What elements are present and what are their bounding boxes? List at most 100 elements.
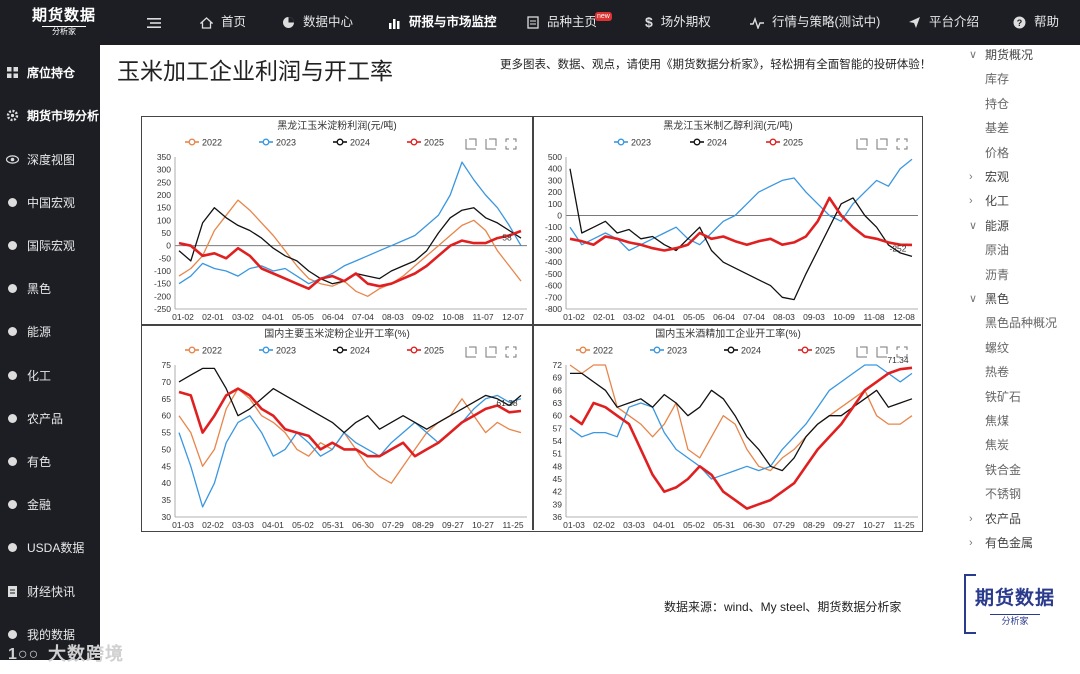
y-tick-label: 55 [162, 428, 172, 438]
top-nav-bar: 期货数据 分析家 首页 数据中心 研报与市场监控 品种主页 new $ 场外期权… [0, 0, 1080, 45]
sidebar-item-13[interactable]: 我的数据 [0, 619, 100, 649]
right-nav-item-2[interactable]: 持仓 [985, 93, 1009, 115]
right-nav-item-8[interactable]: 原油 [985, 239, 1009, 261]
nav-platform-intro-label: 平台介绍 [929, 15, 980, 29]
sidebar-item-8[interactable]: 农产品 [0, 403, 100, 433]
sidebar-item-3[interactable]: 中国宏观 [0, 187, 100, 217]
chart-svg: 国内主要玉米淀粉企业开工率(%) 2022 2023 2024 2025 75 70 65 60… [162, 327, 527, 530]
right-nav-item-0[interactable]: ∨ 期货概况 [969, 44, 1033, 66]
nav-home[interactable]: 首页 [200, 0, 246, 45]
sidebar-item-0[interactable]: 席位持仓 [0, 57, 100, 87]
annotation-label: 61.38 [496, 398, 518, 408]
sidebar-item-4[interactable]: 国际宏观 [0, 230, 100, 260]
legend-label: 2022 [593, 346, 613, 356]
x-tick-label: 07-04 [352, 312, 374, 322]
right-nav-item-1[interactable]: 库存 [985, 68, 1009, 90]
zoom-icon[interactable] [856, 138, 868, 150]
dot-icon [8, 456, 17, 466]
nav-help[interactable]: ? 帮助 [1013, 0, 1059, 45]
fullscreen-icon[interactable] [505, 346, 517, 358]
nav-variety-home[interactable]: 品种主页 new [527, 0, 612, 45]
right-nav-item-20[interactable]: › 有色金属 [969, 532, 1034, 554]
reset-icon[interactable] [485, 138, 497, 150]
zoom-icon[interactable] [465, 138, 477, 150]
right-nav-item-4[interactable]: 价格 [985, 142, 1009, 164]
x-tick-label: 01-02 [563, 312, 585, 322]
x-tick-label: 10-09 [833, 312, 855, 322]
nav-data-center[interactable]: 数据中心 [282, 0, 353, 45]
chart-svg: 黑龙江玉米淀粉利润(元/吨) 2022 2023 2024 2025 350 300 250 2… [154, 119, 527, 322]
right-nav-item-11[interactable]: 黑色品种概况 [985, 312, 1057, 334]
sidebar-item-6[interactable]: 能源 [0, 316, 100, 346]
y-tick-label: -700 [545, 292, 562, 302]
y-tick-label: 350 [157, 152, 171, 162]
watermark-logo-icon: 1○○ [8, 646, 38, 663]
y-tick-label: 400 [548, 164, 562, 174]
legend-label: 2023 [631, 138, 651, 148]
zoom-icon[interactable] [856, 346, 868, 358]
legend-label: 2023 [667, 346, 687, 356]
right-nav-item-12[interactable]: 螺纹 [985, 337, 1009, 359]
x-tick-label: 08-03 [382, 312, 404, 322]
nav-market-strategy[interactable]: 行情与策略(测试中) [750, 0, 880, 45]
sidebar-item-label: 化工 [27, 368, 52, 383]
nav-research[interactable]: 研报与市场监控 [388, 0, 497, 45]
reset-icon[interactable] [485, 346, 497, 358]
reset-icon[interactable] [876, 346, 888, 358]
dollar-icon: $ [645, 14, 653, 30]
y-tick-label: 50 [162, 444, 172, 454]
right-nav-item-5[interactable]: › 宏观 [969, 166, 1009, 188]
right-nav-item-7[interactable]: ∨ 能源 [969, 215, 1009, 237]
x-tick-label: 06-04 [713, 312, 735, 322]
reset-icon[interactable] [876, 138, 888, 150]
right-nav-item-17[interactable]: 铁合金 [985, 459, 1021, 481]
sidebar-item-1[interactable]: 期货市场分析 [0, 100, 100, 130]
app-logo[interactable]: 期货数据 分析家 [28, 6, 100, 40]
legend-item: 2023 [614, 138, 651, 148]
right-nav-item-6[interactable]: › 化工 [969, 190, 1009, 212]
right-nav-label: 热卷 [985, 365, 1010, 380]
fullscreen-icon[interactable] [896, 346, 908, 358]
sidebar-item-7[interactable]: 化工 [0, 360, 100, 390]
right-nav-label: 有色金属 [985, 536, 1034, 550]
x-tick-label: 03-03 [232, 520, 254, 530]
x-tick-label: 02-02 [593, 520, 615, 530]
right-nav-item-10[interactable]: ∨ 黑色 [969, 288, 1009, 310]
right-nav-item-13[interactable]: 热卷 [985, 361, 1009, 383]
x-tick-label: 04-01 [262, 520, 284, 530]
x-tick-label: 04-01 [653, 520, 675, 530]
fullscreen-icon[interactable] [896, 138, 908, 150]
sidebar-item-label: 国际宏观 [27, 238, 76, 253]
sidebar-item-9[interactable]: 有色 [0, 446, 100, 476]
zoom-icon[interactable] [465, 346, 477, 358]
right-nav-item-3[interactable]: 基差 [985, 117, 1009, 139]
nav-otc-options[interactable]: $ 场外期权 [645, 0, 711, 45]
right-nav-item-14[interactable]: 铁矿石 [985, 386, 1021, 408]
sidebar-item-label: 黑色 [27, 281, 52, 296]
dot-icon [8, 240, 17, 250]
sidebar-item-10[interactable]: 金融 [0, 489, 100, 519]
sidebar-item-12[interactable]: 财经快讯 [0, 576, 100, 606]
x-tick-label: 01-03 [172, 520, 194, 530]
nav-platform-intro[interactable]: 平台介绍 [908, 0, 979, 45]
right-nav-item-18[interactable]: 不锈钢 [985, 483, 1021, 505]
chart-title: 国内主要玉米淀粉企业开工率(%) [264, 327, 410, 340]
right-nav-item-19[interactable]: › 农产品 [969, 508, 1021, 530]
promo-text[interactable]: 更多图表、数据、观点，请使用《期货数据分析家》，轻松拥有全面智能的投研体验！ [500, 59, 932, 71]
right-nav-item-9[interactable]: 沥青 [985, 264, 1009, 286]
y-tick-label: 39 [553, 499, 563, 509]
x-tick-label: 10-27 [863, 520, 885, 530]
chevron-right-icon: › [969, 171, 973, 183]
fullscreen-icon[interactable] [505, 138, 517, 150]
chevron-down-icon: ∨ [969, 219, 978, 232]
legend-item: 2025 [407, 138, 444, 148]
sidebar-item-11[interactable]: USDA数据 [0, 532, 100, 562]
sidebar-item-5[interactable]: 黑色 [0, 273, 100, 303]
doc-icon [8, 585, 17, 597]
series-line-2024 [178, 367, 522, 434]
legend-marker [693, 138, 701, 146]
sidebar-item-2[interactable]: 深度视图 [0, 144, 100, 174]
right-nav-item-16[interactable]: 焦炭 [985, 434, 1009, 456]
right-nav-item-15[interactable]: 焦煤 [985, 410, 1009, 432]
hamburger-icon[interactable] [147, 0, 161, 45]
